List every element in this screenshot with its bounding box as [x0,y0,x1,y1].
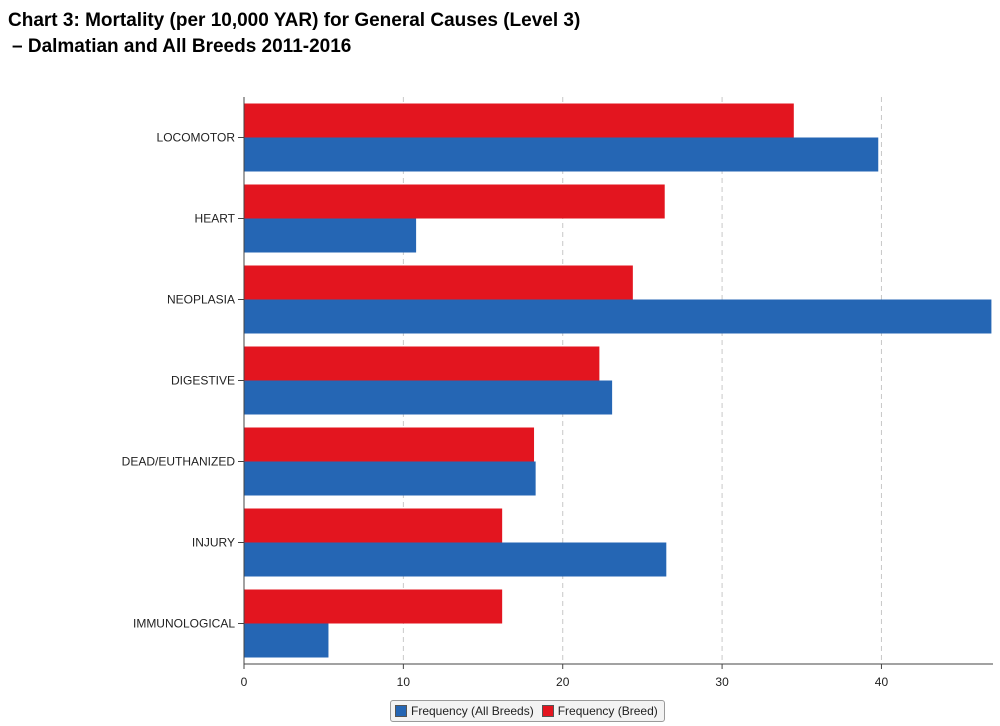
x-tick-label: 30 [715,675,729,689]
y-tick-label: NEOPLASIA [167,293,235,307]
y-tick-label: INJURY [192,536,235,550]
y-tick-label: DIGESTIVE [171,374,235,388]
bar-digestive-frequency-all-breeds [244,380,613,415]
x-tick-label: 10 [397,675,411,689]
bar-neoplasia-frequency-all-breeds [244,299,992,334]
bar-heart-frequency-breed [244,184,665,219]
y-tick-label: DEAD/EUTHANIZED [122,455,236,469]
bar-immunological-frequency-breed [244,589,503,624]
legend-label-all-breeds: Frequency (All Breeds) [411,704,534,718]
legend-swatch-all-breeds [395,705,407,717]
chart-title-main: Chart 3: Mortality (per 10,000 YAR) for … [8,10,581,31]
bar-dead-euthanized-frequency-breed [244,427,535,462]
legend-swatch-breed [541,705,554,717]
x-tick-label: 0 [241,675,248,689]
legend-label-breed: Frequency (Breed) [557,704,658,718]
bar-locomotor-frequency-breed [244,103,794,138]
y-tick-label: HEART [195,212,236,226]
bar-injury-frequency-breed [244,508,503,543]
y-tick-label: IMMUNOLOGICAL [133,617,235,631]
bar-injury-frequency-all-breeds [244,542,667,577]
bar-digestive-frequency-breed [244,346,600,381]
chart-title: Chart 3: Mortality (per 10,000 YAR) for … [8,8,580,60]
chart-subtitle: – Dalmatian and All Breeds 2011-2016 [12,36,352,57]
bar-immunological-frequency-all-breeds [244,623,329,658]
bar-neoplasia-frequency-breed [244,265,633,300]
bar-locomotor-frequency-all-breeds [244,137,879,172]
legend-item-all-breeds: Frequency (All Breeds) [395,704,534,718]
bar-dead-euthanized-frequency-all-breeds [244,461,536,496]
x-tick-label: 40 [875,675,889,689]
y-tick-label: LOCOMOTOR [157,131,236,145]
bar-heart-frequency-all-breeds [244,218,417,253]
chart-legend: Frequency (All Breeds) Frequency (Breed) [390,700,665,722]
x-tick-label: 20 [556,675,570,689]
legend-item-breed: Frequency (Breed) [541,704,658,718]
